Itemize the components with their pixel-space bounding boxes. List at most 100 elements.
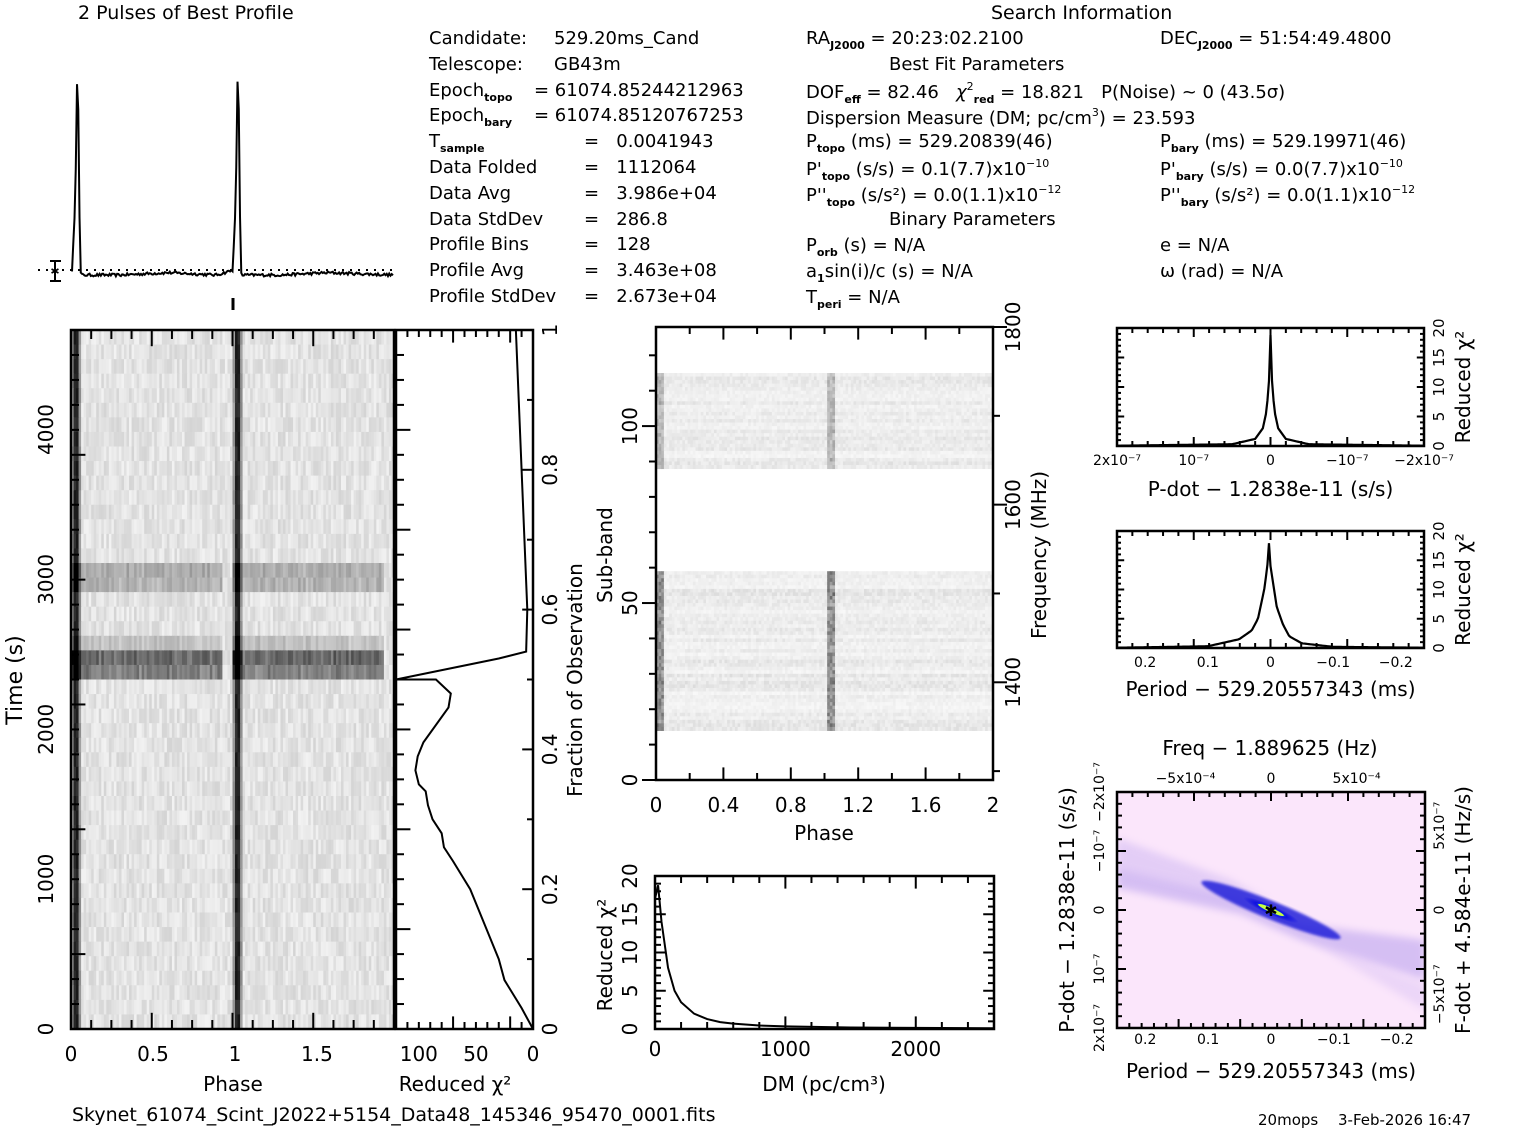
heatmap-cell (310, 490, 314, 506)
heatmap-cell (169, 548, 173, 564)
heatmap-cell (293, 402, 297, 418)
heatmap-cell (247, 519, 251, 535)
heatmap-cell (378, 417, 382, 433)
heatmap-cell (330, 504, 335, 520)
heatmap-cell (156, 635, 160, 651)
heatmap-cell (123, 533, 128, 550)
heatmap-cell (93, 563, 97, 579)
heatmap-cell (341, 373, 345, 389)
heatmap-cell (260, 417, 264, 433)
heatmap-cell (126, 577, 130, 593)
heatmap-cell (275, 359, 279, 375)
heatmap-cell (290, 606, 294, 622)
heatmap-cell (106, 446, 110, 462)
heatmap-cell (139, 330, 143, 346)
heatmap-cell (381, 490, 385, 506)
heatmap-cell (343, 330, 347, 346)
heatmap-cell (86, 461, 90, 477)
heatmap-cell (199, 592, 203, 608)
heatmap-cell (116, 417, 120, 433)
heatmap-cell (356, 577, 360, 593)
heatmap-cell (78, 359, 82, 375)
heatmap-cell (154, 504, 158, 520)
heatmap-cell (202, 606, 206, 622)
heatmap-cell (270, 621, 274, 637)
heatmap-cell (161, 330, 165, 346)
heatmap-cell (275, 592, 279, 608)
heatmap-cell (159, 577, 163, 593)
heatmap-cell (174, 417, 178, 433)
heatmap-cell (88, 417, 92, 433)
heatmap-cell (240, 431, 244, 448)
heatmap-cell (113, 446, 118, 462)
heatmap-cell (171, 373, 176, 389)
heatmap-cell (174, 475, 178, 491)
heatmap-cell (141, 577, 145, 593)
heatmap-cell (214, 359, 218, 375)
heatmap-cell (123, 388, 128, 404)
heatmap-cell (141, 417, 145, 433)
heatmap-cell (126, 519, 130, 535)
heatmap-cell (156, 373, 160, 389)
heatmap-cell (235, 344, 239, 360)
heatmap-cell (207, 621, 211, 637)
heatmap-cell (288, 417, 292, 433)
heatmap-cell (381, 548, 385, 564)
heatmap-cell (159, 490, 163, 506)
heatmap-cell (308, 519, 312, 535)
heatmap-cell (199, 388, 203, 404)
info-label: Profile StdDev (429, 286, 557, 307)
heatmap-cell (96, 402, 100, 418)
heatmap-cell (111, 402, 115, 418)
heatmap-cell (300, 417, 304, 433)
heatmap-cell (113, 563, 118, 579)
heatmap-cell (81, 475, 85, 491)
heatmap-cell (224, 548, 229, 564)
heatmap-cell (126, 504, 130, 520)
heatmap-cell (353, 577, 357, 593)
heatmap-cell (86, 621, 90, 637)
heatmap-cell (174, 373, 178, 389)
heatmap-cell (348, 475, 352, 491)
heatmap-cell (116, 548, 120, 564)
heatmap-cell (277, 548, 282, 564)
heatmap-cell (303, 417, 307, 433)
heatmap-cell (242, 563, 246, 579)
heatmap-cell (335, 563, 340, 579)
heatmap-cell (383, 475, 388, 491)
heatmap-cell (121, 563, 125, 579)
heatmap-cell (111, 417, 115, 433)
heatmap-cell (179, 402, 183, 418)
heatmap-cell (285, 330, 289, 346)
heatmap-cell (277, 388, 282, 404)
heatmap-cell (282, 490, 287, 506)
heatmap-cell (217, 577, 221, 593)
heatmap-cell (315, 548, 319, 564)
heatmap-cell (250, 519, 254, 535)
heatmap-cell (146, 563, 150, 579)
heatmap-cell (174, 548, 178, 564)
heatmap-cell (169, 461, 173, 477)
heatmap-cell (272, 373, 276, 389)
heatmap-cell (169, 373, 173, 389)
heatmap-cell (227, 490, 231, 506)
heatmap-cell (373, 548, 377, 564)
heatmap-cell (270, 344, 274, 360)
heatmap-cell (335, 621, 340, 637)
heatmap-cell (156, 446, 160, 462)
chi-sub: red (973, 93, 995, 106)
heatmap-cell (71, 431, 75, 448)
heatmap-cell (169, 475, 173, 491)
heatmap-cell (76, 490, 80, 506)
heatmap-cell (171, 621, 176, 637)
heatmap-cell (235, 533, 239, 550)
heatmap-cell (310, 402, 314, 418)
heatmap-cell (232, 592, 236, 608)
heatmap-cell (348, 373, 352, 389)
heatmap-cell (123, 446, 128, 462)
heatmap-cell (192, 577, 196, 593)
heatmap-cell (123, 621, 128, 637)
heatmap-cell (257, 461, 261, 477)
heatmap-cell (353, 548, 357, 564)
heatmap-cell (129, 431, 133, 448)
